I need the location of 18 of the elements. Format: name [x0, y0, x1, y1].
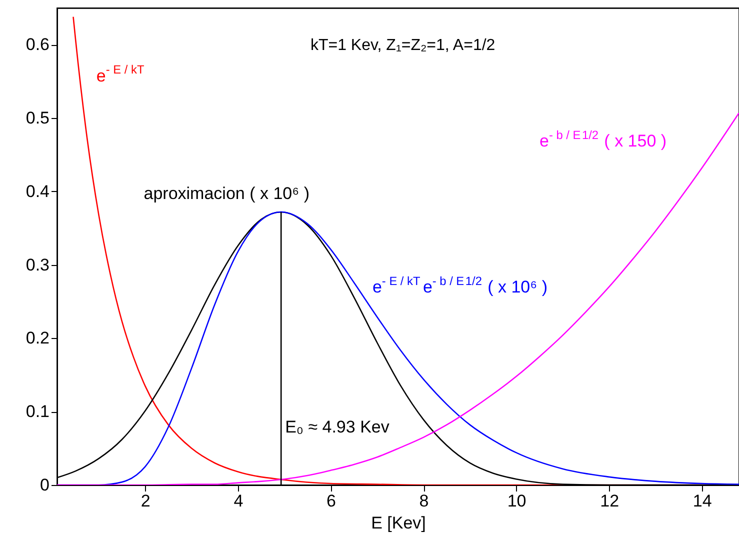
y-tick-label: 0.3: [26, 255, 50, 274]
y-tick-label: 0.4: [26, 182, 50, 201]
y-tick-label: 0.5: [26, 108, 50, 128]
series-label: aproximacion ( x 10⁶ ): [144, 184, 310, 203]
y-tick-label: 0.2: [26, 328, 50, 348]
x-tick-label: 8: [419, 492, 429, 510]
x-tick-label: 6: [326, 492, 336, 510]
x-tick-label: 2: [140, 492, 150, 510]
x-tick-label: 10: [507, 492, 526, 510]
y-tick-label: 0: [40, 476, 50, 494]
x-axis-title: E [Kev]: [371, 514, 426, 532]
x-tick-label: 4: [234, 492, 244, 510]
x-tick-label: 12: [600, 492, 620, 510]
x-tick-label: 14: [692, 492, 712, 510]
y-tick-label: 0.6: [26, 35, 50, 54]
y-tick-label: 0.1: [26, 402, 50, 422]
annotation: kT=1 Kev, Z₁=Z₂=1, A=1/2: [310, 36, 496, 54]
annotation: E₀ ≈ 4.93 Kev: [285, 417, 390, 436]
